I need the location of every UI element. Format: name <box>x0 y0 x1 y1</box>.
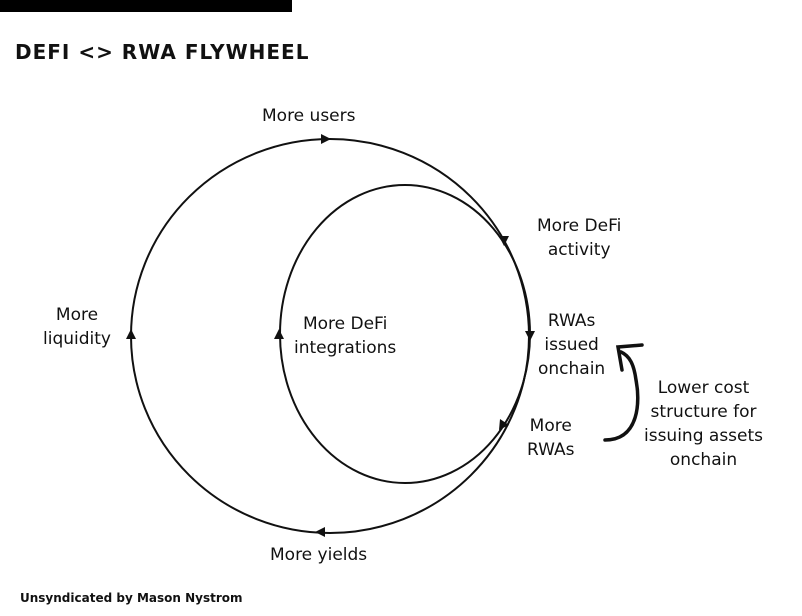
arrow-icon <box>315 527 325 537</box>
label-more-defi-integrations: More DeFi integrations <box>294 314 397 358</box>
arrow-icon <box>525 331 535 341</box>
bracket-arrow-icon <box>603 343 644 442</box>
top-bar <box>0 0 292 12</box>
label-more-yields: More yields <box>270 545 368 565</box>
label-rwas-issued-onchain: RWAs issued onchain <box>538 311 606 379</box>
label-more-liquidity: More liquidity <box>43 305 111 349</box>
label-lower-cost-structure: Lower cost structure for issuing assets … <box>644 378 764 470</box>
arrow-icon <box>126 329 136 339</box>
arrow-icon <box>499 419 509 430</box>
arrow-icon <box>321 134 331 144</box>
arrow-icon <box>274 329 284 339</box>
credit: Unsyndicated by Mason Nystrom <box>20 591 243 605</box>
label-more-rwas: More RWAs <box>527 416 575 460</box>
arrow-icon <box>499 236 509 246</box>
label-more-defi-activity: More DeFi activity <box>537 216 622 260</box>
page-title: DEFI <> RWA FLYWHEEL <box>15 40 310 64</box>
label-more-users: More users <box>262 106 356 126</box>
